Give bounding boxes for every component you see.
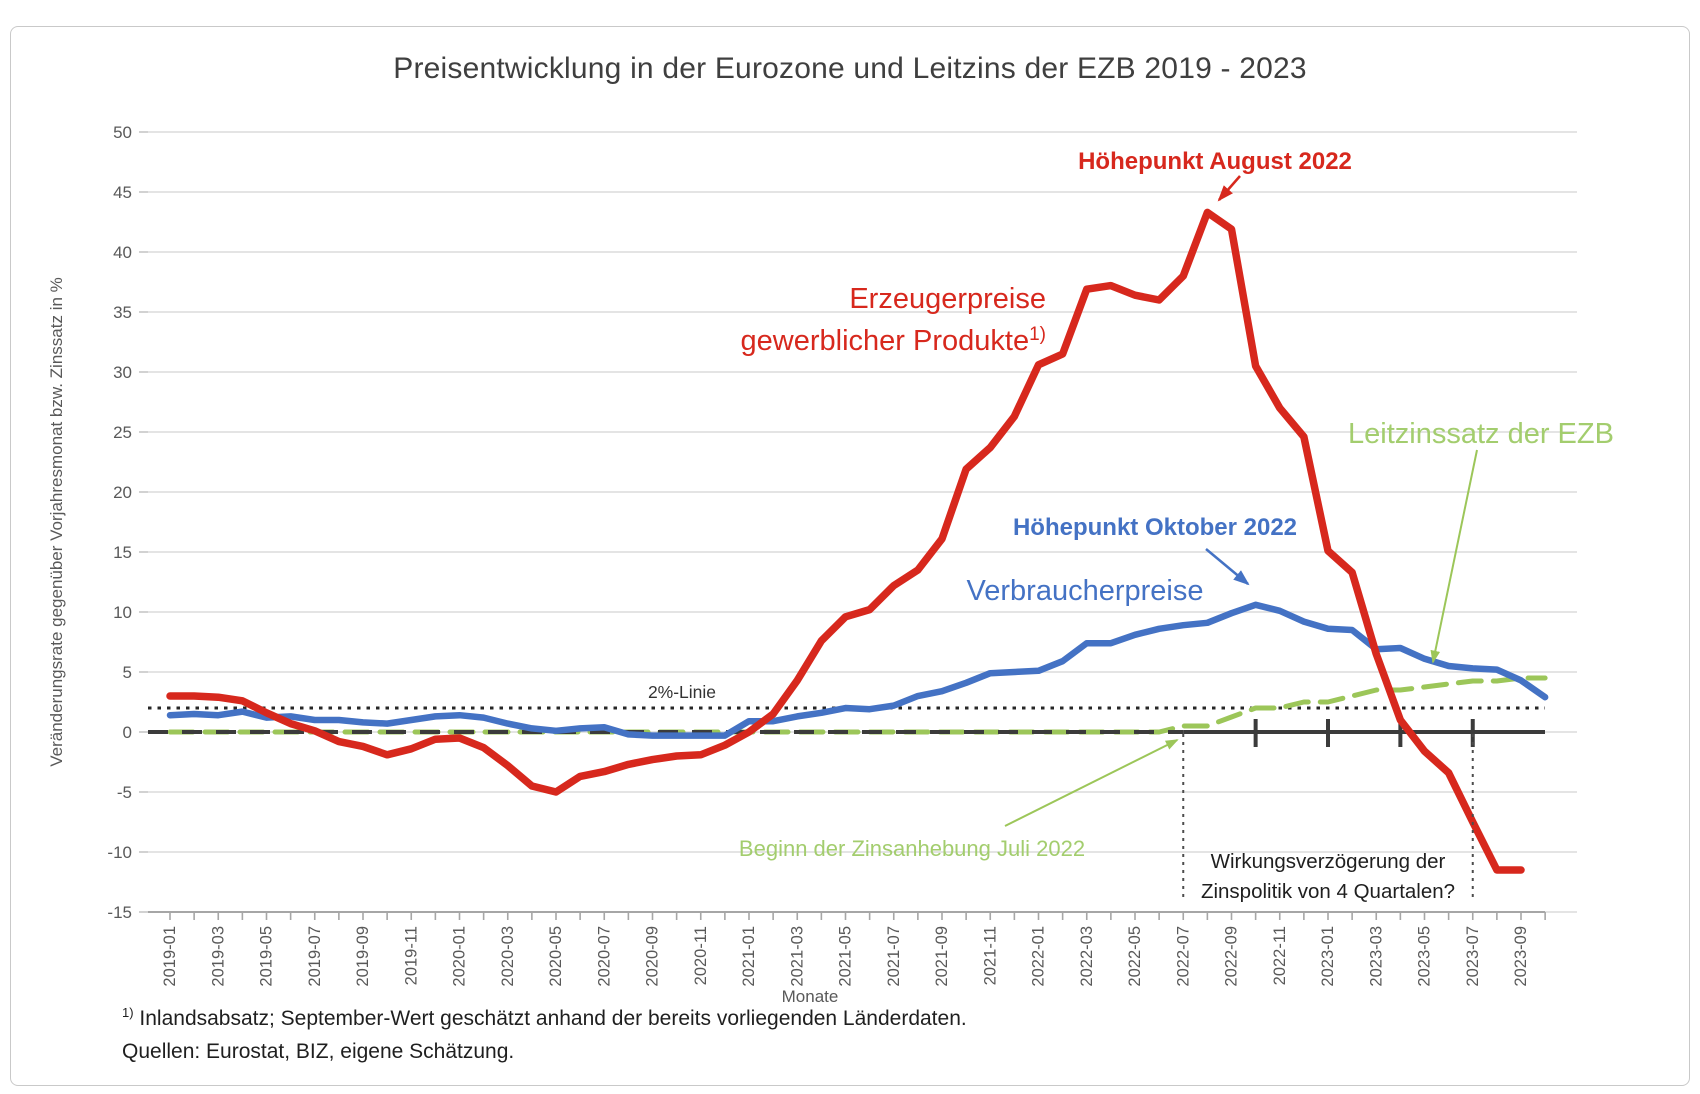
- x-axis-title: Monate: [782, 987, 839, 1006]
- producer-peak-label: Höhepunkt August 2022: [1078, 148, 1352, 175]
- x-tick-label: 2019-11: [402, 926, 420, 985]
- svg-text:gewerblicher Produkte1): gewerblicher Produkte1): [741, 324, 1046, 357]
- x-tick-label: 2023-05: [1416, 926, 1434, 987]
- x-tick-label: 2021-03: [788, 926, 806, 987]
- x-tick-label: 2022-07: [1174, 926, 1192, 987]
- y-tick-label: 10: [113, 603, 132, 622]
- consumer-prices-line: [166, 601, 1549, 739]
- x-tick-label: 2023-07: [1464, 926, 1482, 987]
- y-tick-label: 5: [123, 663, 132, 682]
- producer-prices-line: [166, 208, 1525, 874]
- x-tick-label: 2022-09: [1223, 926, 1241, 987]
- consumer-series-label: Verbraucherpreise: [967, 575, 1204, 607]
- y-tick-label: 35: [113, 303, 132, 322]
- x-axis: [148, 911, 1546, 920]
- footnote-sup: 1): [122, 1005, 134, 1020]
- rate-start-arrow: [1004, 739, 1179, 827]
- x-tick-label: 2023-09: [1512, 926, 1530, 987]
- chart-card: [10, 26, 1690, 1086]
- y-tick-label: 15: [113, 543, 132, 562]
- gridlines: [139, 131, 1577, 913]
- footnote: 1) Inlandsabsatz; September-Wert geschät…: [122, 996, 967, 1068]
- x-tick-label: 2022-05: [1126, 926, 1144, 987]
- footnote-line-1: 1) Inlandsabsatz; September-Wert geschät…: [122, 1005, 967, 1030]
- two-percent-label: 2%-Linie: [648, 682, 716, 702]
- y-axis-title: Veränderungsrate gegenüber Vorjahresmona…: [47, 277, 66, 767]
- x-tick-label: 2020-03: [499, 926, 517, 987]
- lag-annotation: Wirkungsverzögerung der Zinspolitik von 4…: [1201, 850, 1455, 903]
- x-axis-tick-labels: 2019-01 2019-03 2019-05 2019-07 2019-09 2019-…: [161, 926, 1530, 987]
- x-tick-label: 2020-05: [547, 926, 565, 987]
- lag-annotation-line-2: Zinspolitik von 4 Quartalen?: [1201, 880, 1455, 903]
- y-tick-label: 25: [113, 423, 132, 442]
- x-tick-label: 2020-11: [692, 926, 710, 985]
- chart-title: Preisentwicklung in der Eurozone und Lei…: [393, 52, 1307, 85]
- y-tick-label: -5: [117, 783, 132, 802]
- rate-series-label: Leitzinssatz der EZB: [1348, 418, 1614, 450]
- svg-text:Erzeugerpreise: Erzeugerpreise: [849, 283, 1046, 315]
- x-tick-label: 2023-03: [1367, 926, 1385, 987]
- y-tick-label: -10: [107, 843, 132, 862]
- y-tick-label: 50: [113, 123, 132, 142]
- x-tick-label: 2020-09: [644, 926, 662, 987]
- y-tick-label: 0: [123, 723, 132, 742]
- x-tick-label: 2020-01: [451, 926, 469, 987]
- y-axis-tick-labels: -15 -10 -5 0 5 10 15 20 25 30 35 40 45 50: [107, 123, 132, 922]
- x-tick-label: 2019-03: [209, 926, 227, 987]
- x-tick-label: 2020-07: [595, 926, 613, 987]
- x-tick-label: 2022-11: [1271, 926, 1289, 985]
- y-tick-label: 40: [113, 243, 132, 262]
- producer-series-label: Erzeugerpreise gewerblicher Produkte1): [741, 283, 1046, 357]
- rate-label-arrow: [1430, 449, 1478, 664]
- x-tick-label: 2021-09: [933, 926, 951, 987]
- x-tick-label: 2021-05: [837, 926, 855, 987]
- x-tick-label: 2019-09: [354, 926, 372, 987]
- consumer-peak-arrow: [1205, 548, 1250, 586]
- zero-line-solid: [1183, 719, 1545, 747]
- consumer-peak-label: Höhepunkt Oktober 2022: [1013, 514, 1297, 541]
- footnote-line-2: Quellen: Eurostat, BIZ, eigene Schätzung…: [122, 1040, 515, 1063]
- rate-start-label: Beginn der Zinsanhebung Juli 2022: [739, 836, 1085, 861]
- x-tick-label: 2019-07: [306, 926, 324, 987]
- x-tick-label: 2022-01: [1030, 926, 1048, 987]
- x-tick-label: 2019-01: [161, 926, 179, 987]
- y-tick-label: 30: [113, 363, 132, 382]
- y-tick-label: -15: [107, 903, 132, 922]
- x-tick-label: 2022-03: [1078, 926, 1096, 987]
- lag-annotation-line-1: Wirkungsverzögerung der: [1211, 850, 1446, 873]
- x-tick-label: 2021-01: [740, 926, 758, 987]
- x-tick-label: 2019-05: [258, 926, 276, 987]
- producer-peak-arrow: [1217, 175, 1241, 202]
- x-tick-label: 2021-07: [885, 926, 903, 987]
- x-tick-label: 2023-01: [1319, 926, 1337, 987]
- x-tick-label: 2021-11: [981, 926, 999, 985]
- y-tick-label: 20: [113, 483, 132, 502]
- y-tick-label: 45: [113, 183, 132, 202]
